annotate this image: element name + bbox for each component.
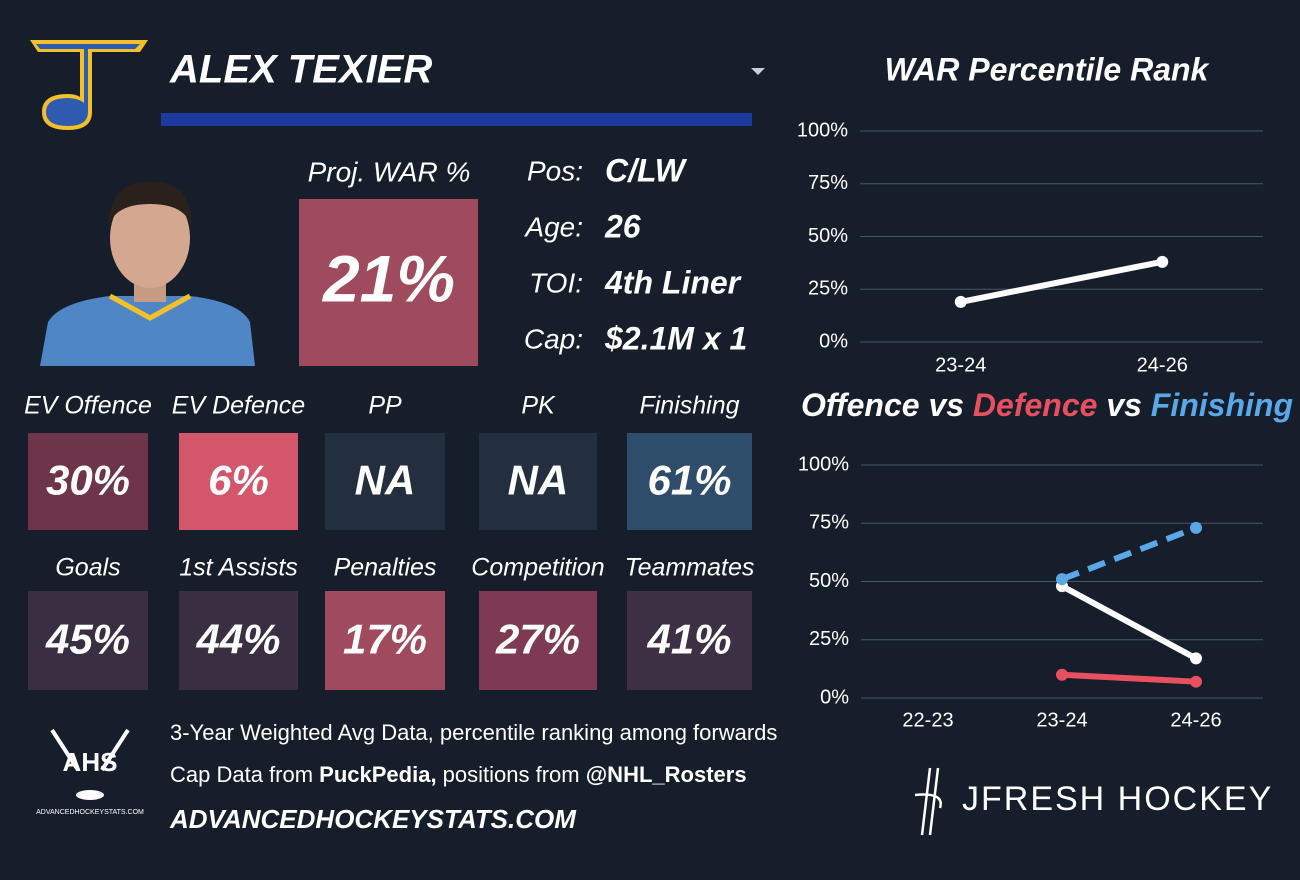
tile-label: Penalties <box>334 554 437 582</box>
jfresh-logo <box>914 767 942 836</box>
footer-segment: Cap Data from <box>170 762 319 787</box>
title-series-name: Finishing <box>1151 387 1293 423</box>
title-joiner <box>1097 387 1106 423</box>
title-series-name: Defence <box>973 387 1098 423</box>
tile-box <box>479 591 597 690</box>
info-value: $2.1M x 1 <box>604 320 747 356</box>
x-tick-label: 23-24 <box>935 354 986 376</box>
data-point <box>1056 668 1068 681</box>
data-point <box>1156 255 1169 268</box>
footer-segment: positions from <box>437 762 586 787</box>
data-point <box>1056 573 1068 586</box>
tile-box <box>479 433 597 530</box>
y-tick-label: 50% <box>808 225 848 247</box>
tile-label: Goals <box>55 554 120 582</box>
y-tick-label: 25% <box>809 628 849 650</box>
title-series-name: Offence <box>801 387 920 423</box>
info-value: 26 <box>604 208 641 244</box>
tile-label: Finishing <box>639 392 739 420</box>
tile-value: 17% <box>343 616 427 663</box>
tile-box <box>179 433 298 530</box>
tile-label: PP <box>368 392 402 420</box>
data-point <box>1190 675 1202 688</box>
chart-title: WAR Percentile Rank <box>885 51 1211 87</box>
data-point <box>1190 652 1202 665</box>
info-value: C/LW <box>605 152 688 188</box>
tile-box <box>28 591 148 690</box>
site-url: ADVANCEDHOCKEYSTATS.COM <box>169 804 577 834</box>
tile-label: Competition <box>471 554 604 582</box>
tile-box <box>179 591 298 690</box>
footer-segment: @NHL_Rosters <box>586 762 747 787</box>
y-tick-label: 25% <box>808 278 848 300</box>
tile-label: EV Defence <box>172 392 305 420</box>
tile-box <box>325 433 445 530</box>
tile-label: 1st Assists <box>179 554 298 582</box>
tile-value: 61% <box>647 457 731 504</box>
data-point <box>1190 521 1202 534</box>
title-joiner <box>1142 387 1151 423</box>
series-line <box>1060 525 1198 582</box>
team-logo <box>30 40 148 130</box>
tile-box <box>627 433 752 530</box>
tile-label: EV Offence <box>24 392 152 420</box>
y-tick-label: 0% <box>819 330 848 352</box>
info-label: Age: <box>523 211 583 242</box>
tile-value: 6% <box>208 457 269 504</box>
x-tick-label: 22-23 <box>902 709 953 731</box>
footer-segment: 3-Year Weighted Avg Data, percentile ran… <box>170 720 777 745</box>
x-tick-label: 23-24 <box>1036 709 1087 731</box>
tile-value: NA <box>508 457 569 504</box>
title-joiner: vs <box>928 387 964 423</box>
tile-value: 30% <box>46 457 130 504</box>
footer-line: Cap Data from PuckPedia, positions from … <box>170 762 747 787</box>
footer-segment: PuckPedia, <box>319 762 436 787</box>
tile-value: 45% <box>45 616 130 663</box>
y-tick-label: 50% <box>809 570 849 592</box>
tile-box <box>28 433 148 530</box>
info-label: Pos: <box>527 155 583 186</box>
info-label: TOI: <box>529 267 583 298</box>
y-tick-label: 75% <box>808 172 848 194</box>
series-line <box>1061 671 1197 685</box>
tile-label: PK <box>521 392 556 420</box>
series-line <box>960 258 1163 305</box>
tile-box <box>325 591 445 690</box>
y-tick-label: 0% <box>820 686 849 708</box>
y-tick-label: 100% <box>797 119 848 141</box>
tile-value: 41% <box>646 616 731 663</box>
title-joiner: vs <box>1106 387 1142 423</box>
ahs-logo-caption: ADVANCEDHOCKEYSTATS.COM <box>36 809 144 816</box>
info-value: 4th Liner <box>604 264 742 300</box>
data-point <box>954 295 967 308</box>
player-photo <box>40 181 255 366</box>
proj-war-box <box>299 199 478 366</box>
x-tick-label: 24-26 <box>1170 709 1221 731</box>
tile-label: Teammates <box>625 554 755 582</box>
dropdown-arrow[interactable] <box>751 68 765 75</box>
player-name: ALEX TEXIER <box>169 48 432 92</box>
chart-title: Offence vs Defence vs Finishing <box>801 387 1293 423</box>
title-joiner <box>920 387 929 423</box>
tile-value: NA <box>355 457 416 504</box>
name-underline <box>161 113 752 126</box>
brand: JFRESH HOCKEY <box>962 780 1273 818</box>
ahs-logo <box>50 728 130 800</box>
y-tick-label: 75% <box>809 512 849 534</box>
title-joiner <box>964 387 973 423</box>
tile-box <box>627 591 752 690</box>
proj-war-label: Proj. WAR % <box>308 156 471 187</box>
ahs-logo-text: AHS <box>63 747 118 777</box>
tile-value: 44% <box>195 616 280 663</box>
info-label: Cap: <box>524 323 583 354</box>
x-tick-label: 24-26 <box>1137 354 1188 376</box>
y-tick-label: 100% <box>798 453 849 475</box>
proj-war-value: 21% <box>321 241 455 315</box>
footer-line: 3-Year Weighted Avg Data, percentile ran… <box>170 720 777 745</box>
series-line <box>1060 583 1198 662</box>
tile-value: 27% <box>495 616 580 663</box>
